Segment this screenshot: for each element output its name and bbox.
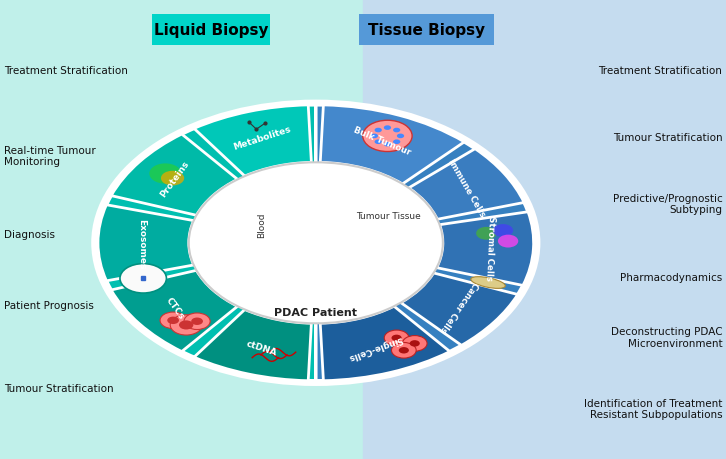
Wedge shape bbox=[436, 213, 534, 286]
Circle shape bbox=[191, 318, 203, 325]
Circle shape bbox=[371, 134, 378, 139]
Text: Tumour Stratification: Tumour Stratification bbox=[4, 383, 113, 393]
Text: Diagnosis: Diagnosis bbox=[4, 229, 54, 239]
Circle shape bbox=[399, 347, 409, 354]
Wedge shape bbox=[98, 106, 316, 381]
Circle shape bbox=[384, 330, 409, 346]
Wedge shape bbox=[111, 271, 237, 352]
Wedge shape bbox=[401, 274, 518, 346]
Wedge shape bbox=[194, 310, 311, 381]
Wedge shape bbox=[409, 149, 524, 220]
Circle shape bbox=[498, 235, 518, 248]
Wedge shape bbox=[320, 307, 450, 381]
Wedge shape bbox=[316, 106, 534, 381]
Text: Patient Prognosis: Patient Prognosis bbox=[4, 300, 94, 310]
Circle shape bbox=[150, 164, 182, 184]
Text: Tissue Biopsy: Tissue Biopsy bbox=[368, 23, 485, 38]
Text: Deconstructing PDAC
Microenvironment: Deconstructing PDAC Microenvironment bbox=[611, 327, 722, 348]
Text: PDAC Patient: PDAC Patient bbox=[274, 307, 357, 317]
Circle shape bbox=[391, 335, 401, 341]
Circle shape bbox=[167, 317, 179, 325]
Circle shape bbox=[384, 143, 391, 147]
Circle shape bbox=[409, 341, 420, 347]
Circle shape bbox=[397, 134, 404, 139]
Text: Metabolites: Metabolites bbox=[232, 125, 292, 152]
Circle shape bbox=[375, 140, 382, 145]
FancyBboxPatch shape bbox=[359, 15, 494, 46]
Circle shape bbox=[170, 315, 202, 336]
Circle shape bbox=[384, 126, 391, 131]
Text: ctDNA: ctDNA bbox=[245, 339, 279, 357]
Text: Cancer Cells: Cancer Cells bbox=[438, 280, 479, 333]
Text: Exosomes: Exosomes bbox=[137, 218, 146, 269]
Circle shape bbox=[120, 264, 166, 293]
Wedge shape bbox=[320, 106, 465, 185]
Text: CTCs: CTCs bbox=[164, 295, 186, 321]
Text: Bulk Tumour: Bulk Tumour bbox=[353, 126, 412, 157]
Bar bbox=[363, 0, 726, 459]
Wedge shape bbox=[111, 135, 237, 216]
Circle shape bbox=[363, 121, 412, 152]
Text: Immune Cells: Immune Cells bbox=[446, 157, 487, 219]
Wedge shape bbox=[194, 106, 311, 177]
Text: Treatment Stratification: Treatment Stratification bbox=[4, 66, 128, 76]
Text: Single-Cells: Single-Cells bbox=[347, 333, 404, 361]
Text: Identification of Treatment
Resistant Subpopulations: Identification of Treatment Resistant Su… bbox=[584, 398, 722, 419]
Text: Blood: Blood bbox=[257, 212, 266, 238]
Circle shape bbox=[393, 129, 400, 133]
FancyBboxPatch shape bbox=[152, 15, 270, 46]
Circle shape bbox=[476, 227, 497, 240]
Circle shape bbox=[161, 171, 184, 186]
Circle shape bbox=[493, 224, 513, 237]
Text: Real-time Tumour
Monitoring: Real-time Tumour Monitoring bbox=[4, 146, 95, 167]
Ellipse shape bbox=[471, 277, 505, 289]
Circle shape bbox=[184, 313, 210, 330]
Text: Liquid Biopsy: Liquid Biopsy bbox=[154, 23, 269, 38]
Bar bbox=[0, 0, 363, 459]
Text: Tumour Stratification: Tumour Stratification bbox=[613, 133, 722, 143]
Text: Predictive/Prognostic
Subtyping: Predictive/Prognostic Subtyping bbox=[613, 194, 722, 215]
Text: Tumour Tissue: Tumour Tissue bbox=[356, 211, 421, 220]
Circle shape bbox=[375, 129, 382, 133]
Text: Stromal Cells: Stromal Cells bbox=[484, 216, 496, 280]
Circle shape bbox=[160, 313, 186, 329]
Text: Pharmacodynamics: Pharmacodynamics bbox=[620, 273, 722, 283]
Circle shape bbox=[402, 336, 427, 352]
Circle shape bbox=[393, 140, 400, 145]
Wedge shape bbox=[98, 205, 194, 281]
Text: Proteins: Proteins bbox=[159, 159, 191, 198]
Circle shape bbox=[391, 343, 416, 358]
Text: Treatment Stratification: Treatment Stratification bbox=[598, 66, 722, 76]
Circle shape bbox=[189, 163, 443, 324]
Circle shape bbox=[179, 321, 193, 330]
